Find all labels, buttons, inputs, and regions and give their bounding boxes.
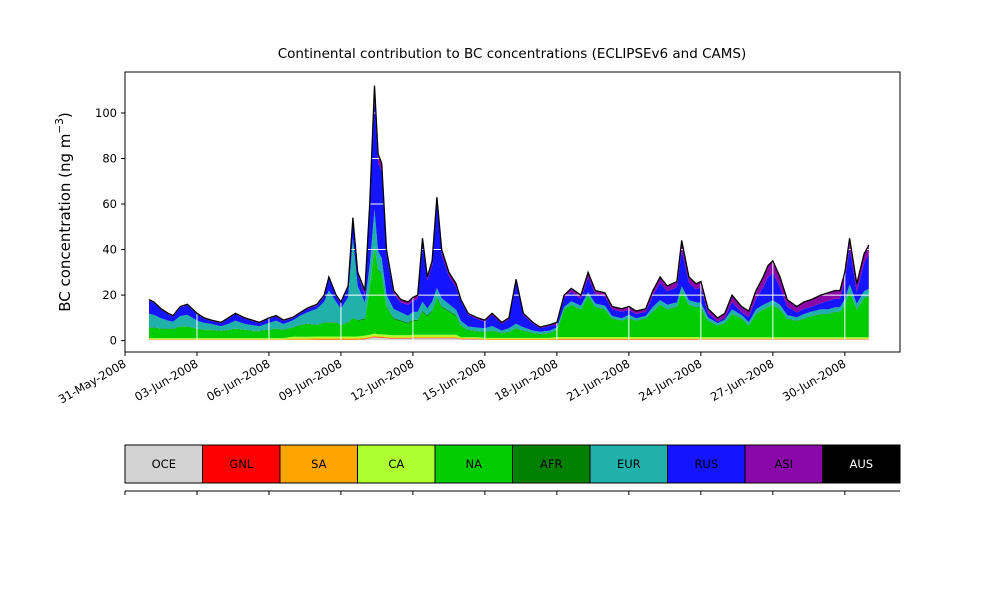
- x-tick-label: 03-Jun-2008: [132, 356, 200, 404]
- legend-label-AFR: AFR: [540, 457, 562, 471]
- legend-swatch-NA: [434, 444, 513, 484]
- legend-swatch-EUR: [589, 444, 668, 484]
- x-tick-label: 06-Jun-2008: [204, 356, 272, 404]
- x-tick-label: 27-Jun-2008: [708, 356, 776, 404]
- legend-label-ASI: ASI: [775, 457, 794, 471]
- x-tick-label: 24-Jun-2008: [636, 356, 704, 404]
- y-tick-label: 60: [102, 197, 117, 211]
- x-tick-label: 18-Jun-2008: [492, 356, 560, 404]
- legend-swatch-AUS: [822, 444, 901, 484]
- y-tick-label: 100: [95, 106, 117, 120]
- area-NA: [149, 247, 869, 339]
- x-tick-label: 30-Jun-2008: [780, 356, 848, 404]
- chart-title: Continental contribution to BC concentra…: [278, 46, 747, 62]
- y-tick-label: 20: [102, 288, 117, 302]
- legend-label-OCE: OCE: [152, 457, 176, 471]
- legend-swatch-ASI: [744, 444, 823, 484]
- legend-label-SA: SA: [311, 457, 327, 471]
- y-tick-label: 0: [110, 334, 117, 348]
- x-tick-label: 09-Jun-2008: [276, 356, 344, 404]
- y-tick-label: 80: [102, 152, 117, 166]
- area-OCE: [149, 337, 869, 341]
- legend-label-GNL: GNL: [229, 457, 254, 471]
- area-SA: [149, 335, 869, 340]
- area-EUR: [149, 209, 869, 334]
- plot-layer: 0 20 40 60 80 100 31-May-2008 03-Jun-2008 06-Jun…: [56, 71, 901, 495]
- y-tick-label: 40: [102, 243, 117, 257]
- area-CA: [149, 333, 869, 340]
- legend-label-AUS: AUS: [850, 457, 874, 471]
- legend-swatch-CA: [357, 444, 436, 484]
- y-axis-label: BC concentration (ng m−3): [54, 112, 74, 312]
- legend-swatch-SA: [279, 444, 358, 484]
- legend-swatch-RUS: [667, 444, 746, 484]
- total-line: [148, 85, 870, 328]
- plot-frame: [124, 71, 901, 353]
- x-tick-label: 15-Jun-2008: [420, 356, 488, 404]
- legend-label-CA: CA: [388, 457, 404, 471]
- x-tick-label: 21-Jun-2008: [564, 356, 632, 404]
- legend-swatch-OCE: [124, 444, 203, 484]
- area-RUS: [149, 99, 869, 332]
- legend-label-EUR: EUR: [617, 457, 641, 471]
- x-tick-label: 31-May-2008: [56, 356, 129, 406]
- legend-label-NA: NA: [466, 457, 483, 471]
- x-tick-label: 12-Jun-2008: [348, 356, 416, 404]
- legend-label-RUS: RUS: [694, 457, 718, 471]
